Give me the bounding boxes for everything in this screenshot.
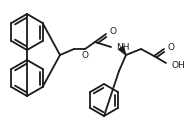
Polygon shape (119, 47, 126, 55)
Text: O: O (81, 51, 89, 60)
Text: OH: OH (172, 60, 186, 69)
Text: NH: NH (116, 44, 130, 52)
Text: O: O (168, 43, 175, 52)
Text: O: O (110, 28, 117, 36)
